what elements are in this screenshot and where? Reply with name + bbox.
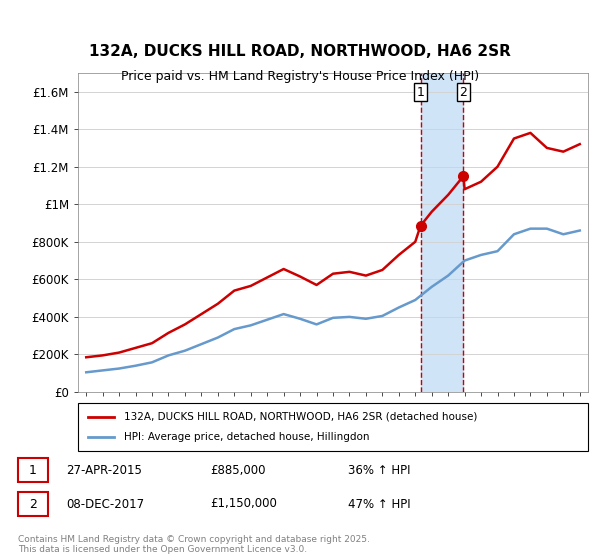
Text: 1: 1 xyxy=(29,464,37,477)
Text: Price paid vs. HM Land Registry's House Price Index (HPI): Price paid vs. HM Land Registry's House … xyxy=(121,70,479,83)
Text: £885,000: £885,000 xyxy=(210,464,265,477)
Text: 132A, DUCKS HILL ROAD, NORTHWOOD, HA6 2SR (detached house): 132A, DUCKS HILL ROAD, NORTHWOOD, HA6 2S… xyxy=(124,412,477,422)
Text: Contains HM Land Registry data © Crown copyright and database right 2025.
This d: Contains HM Land Registry data © Crown c… xyxy=(18,535,370,554)
FancyBboxPatch shape xyxy=(18,458,48,483)
Text: 47% ↑ HPI: 47% ↑ HPI xyxy=(348,497,410,511)
FancyBboxPatch shape xyxy=(18,492,48,516)
FancyBboxPatch shape xyxy=(78,403,588,451)
Text: 1: 1 xyxy=(416,86,424,99)
Text: 2: 2 xyxy=(29,497,37,511)
Text: 2: 2 xyxy=(460,86,467,99)
Text: 27-APR-2015: 27-APR-2015 xyxy=(66,464,142,477)
Text: 132A, DUCKS HILL ROAD, NORTHWOOD, HA6 2SR: 132A, DUCKS HILL ROAD, NORTHWOOD, HA6 2S… xyxy=(89,44,511,59)
Text: 08-DEC-2017: 08-DEC-2017 xyxy=(66,497,144,511)
Text: HPI: Average price, detached house, Hillingdon: HPI: Average price, detached house, Hill… xyxy=(124,432,370,442)
Text: £1,150,000: £1,150,000 xyxy=(210,497,277,511)
Bar xyxy=(421,73,463,392)
Text: 36% ↑ HPI: 36% ↑ HPI xyxy=(348,464,410,477)
